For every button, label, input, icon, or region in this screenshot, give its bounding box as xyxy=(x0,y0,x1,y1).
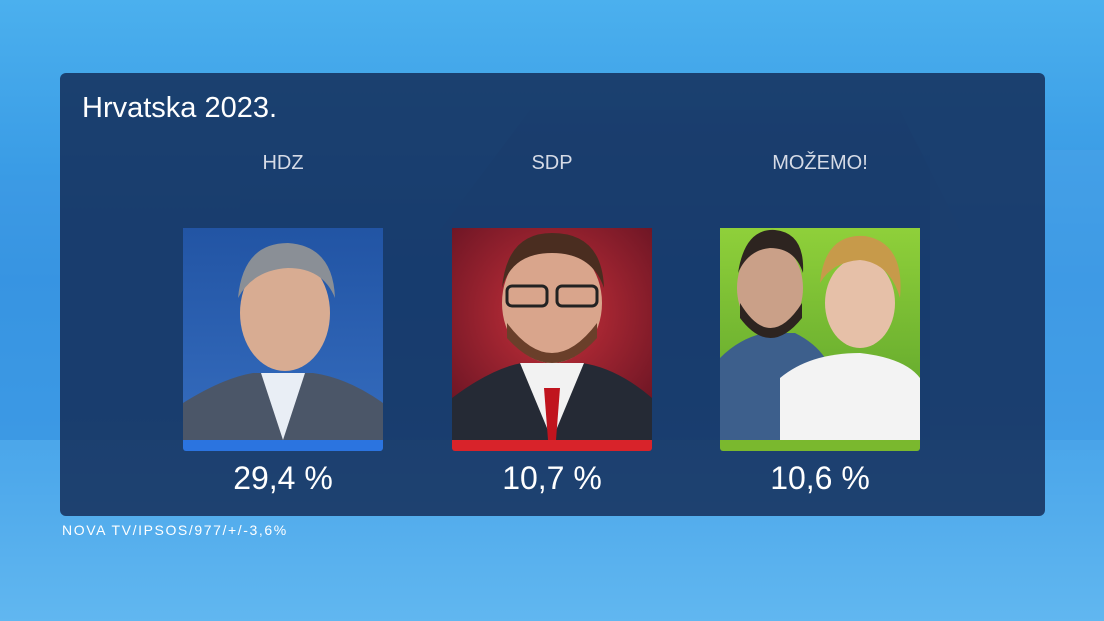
party-name: MOŽEMO! xyxy=(772,152,868,174)
candidate-photo xyxy=(183,228,383,440)
source: NOVA TV/IPSOS/977/+/-3,6% xyxy=(62,522,288,538)
party-color-bar xyxy=(452,440,652,451)
party-name: HDZ xyxy=(262,152,304,174)
party-name: SDP xyxy=(531,152,573,174)
candidate-photo xyxy=(452,228,652,440)
party-color-bar xyxy=(720,440,920,451)
party-result: 29,4 % xyxy=(233,460,333,496)
party-color-bar xyxy=(183,440,383,451)
party-result: 10,7 % xyxy=(502,460,602,496)
title: Hrvatska 2023. xyxy=(82,92,278,124)
candidate-photo xyxy=(720,228,920,440)
party-result: 10,6 % xyxy=(770,460,870,496)
